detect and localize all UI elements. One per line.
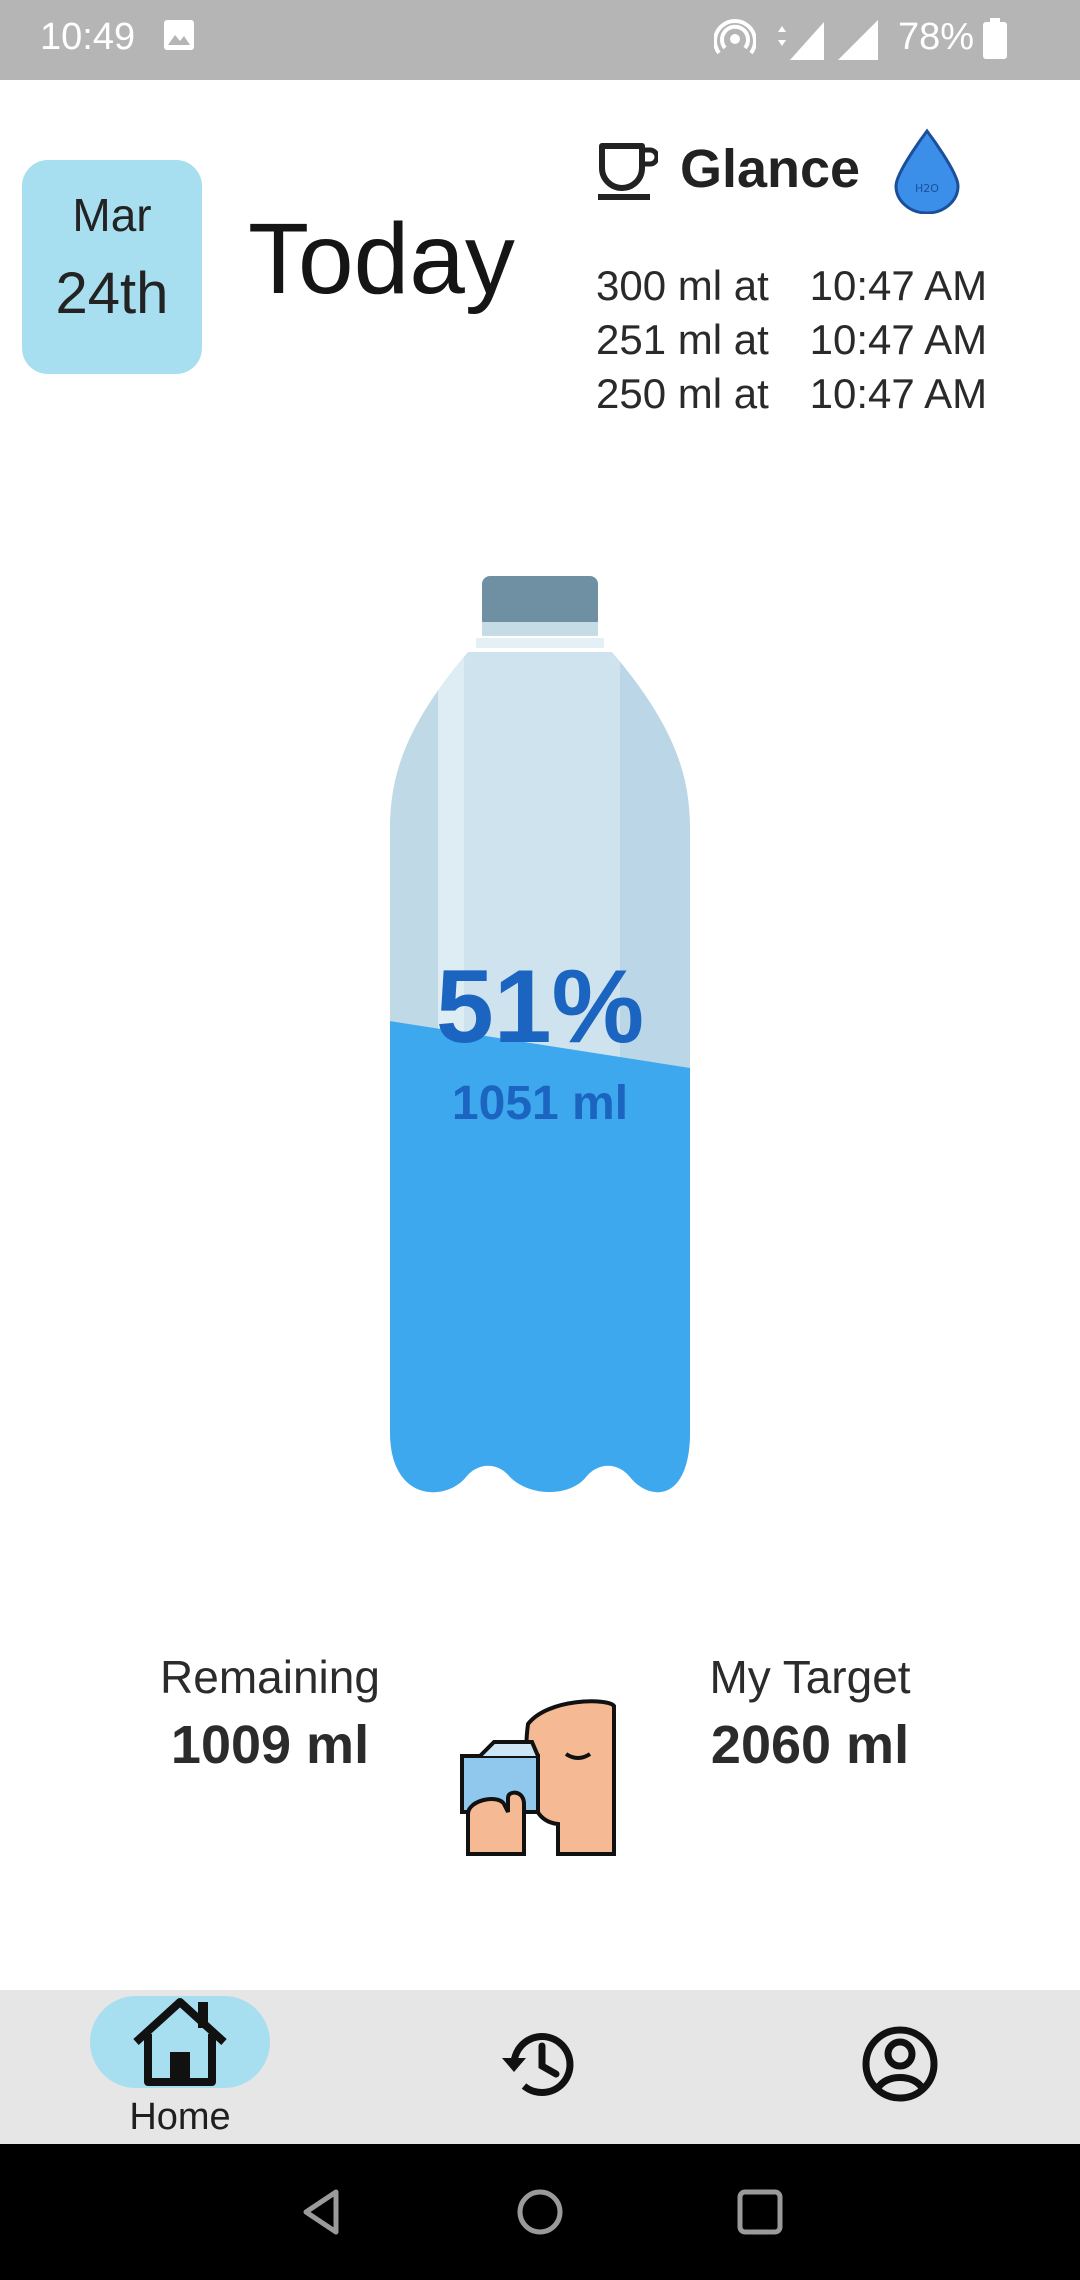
profile-icon[interactable] — [860, 2024, 940, 2104]
status-bar: 10:49 78% — [0, 0, 1080, 80]
consumed-amount: 1051 ml — [451, 1077, 629, 1130]
glance-title: Glance — [680, 139, 861, 199]
home-circle-icon[interactable] — [512, 2184, 568, 2240]
water-fill — [390, 1019, 690, 1493]
page-title: Today — [248, 203, 515, 315]
hotspot-icon — [714, 19, 756, 55]
glance-entry-amount: 250 ml at — [596, 370, 769, 417]
target-value: 2060 ml — [710, 1715, 910, 1775]
glance-entry: 250 ml at 10:47 AM — [596, 370, 1056, 424]
home-icon[interactable] — [128, 1996, 232, 2088]
status-time: 10:49 — [40, 16, 136, 58]
history-icon[interactable] — [500, 2024, 580, 2104]
glance-entry: 251 ml at 10:47 AM — [596, 316, 1056, 370]
battery-percent: 78% — [898, 16, 975, 58]
cup-icon — [598, 143, 658, 200]
glance-entry-amount: 300 ml at — [596, 262, 769, 309]
water-bottle[interactable] — [380, 572, 700, 1508]
bottle-cap — [482, 576, 598, 628]
glance-list: 300 ml at 10:47 AM 251 ml at 10:47 AM 25… — [596, 262, 1056, 424]
date-badge: Mar 24th — [22, 160, 202, 374]
system-navigation-bar — [0, 2144, 1080, 2280]
bottle-graphic — [390, 576, 690, 1493]
glance-entry-time: 10:47 AM — [809, 262, 988, 309]
water-drop-icon: H2O — [894, 128, 960, 214]
signal-icon — [838, 20, 878, 60]
drinking-person-icon[interactable] — [458, 1694, 630, 1856]
remaining-label: Remaining — [160, 1651, 380, 1703]
glance-entry: 300 ml at 10:47 AM — [596, 262, 1056, 316]
glance-entry-time: 10:47 AM — [809, 316, 988, 363]
bottom-navigation: Home — [0, 1990, 1080, 2144]
progress-percent: 51% — [435, 949, 645, 1065]
battery-icon — [983, 18, 1007, 59]
date-month: Mar — [72, 189, 152, 241]
recents-icon[interactable] — [732, 2184, 788, 2240]
remaining-value: 1009 ml — [170, 1715, 370, 1775]
nav-home-label[interactable]: Home — [129, 2096, 231, 2138]
glance-entry-amount: 251 ml at — [596, 316, 769, 363]
glance-entry-time: 10:47 AM — [809, 370, 988, 417]
date-day: 24th — [55, 261, 169, 326]
image-notification-icon — [164, 20, 194, 50]
signal-4g-icon — [778, 22, 824, 60]
target-label: My Target — [709, 1651, 911, 1703]
svg-text:H2O: H2O — [915, 182, 939, 195]
back-icon[interactable] — [294, 2184, 350, 2240]
